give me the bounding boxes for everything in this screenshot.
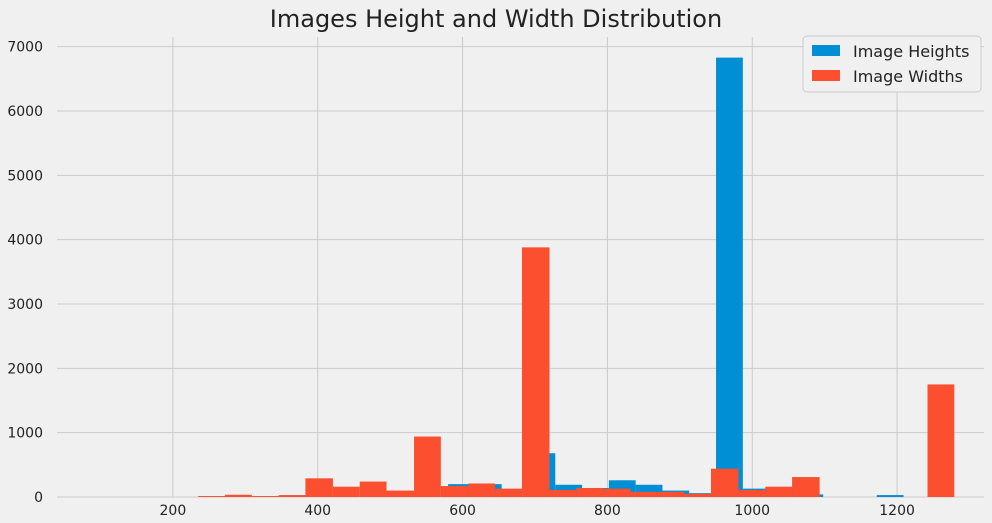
bar-image-widths xyxy=(549,489,577,497)
legend-swatch-image-widths xyxy=(812,70,840,81)
chart-title: Images Height and Width Distribution xyxy=(270,5,722,33)
y-tick-label: 5000 xyxy=(7,168,43,184)
legend-swatch-image-heights xyxy=(812,45,840,56)
bar-image-widths xyxy=(927,384,955,497)
x-tick-label: 200 xyxy=(160,503,187,519)
legend: Image Heights Image Widths xyxy=(802,35,982,93)
bar-image-heights xyxy=(876,495,904,497)
bar-image-widths xyxy=(468,483,496,497)
bar-image-widths xyxy=(359,481,387,497)
legend-box xyxy=(802,35,982,93)
legend-label-image-heights: Image Heights xyxy=(853,42,969,61)
y-tick-label: 4000 xyxy=(7,233,43,249)
y-tick-label: 3000 xyxy=(7,297,43,313)
x-tick-label: 400 xyxy=(304,503,331,519)
bar-image-widths xyxy=(765,486,793,497)
bar-image-widths xyxy=(521,247,550,497)
bar-image-widths xyxy=(386,490,415,497)
x-tick-label: 600 xyxy=(449,503,476,519)
x-tick-label: 800 xyxy=(594,503,621,519)
y-tick-label: 1000 xyxy=(7,426,43,442)
bar-image-widths xyxy=(251,496,279,497)
bar-image-widths xyxy=(792,477,820,497)
bar-image-widths xyxy=(278,495,306,497)
grid-lines xyxy=(57,37,984,498)
bar-image-widths xyxy=(684,493,711,497)
bar-image-widths xyxy=(305,478,333,497)
bar-image-widths xyxy=(710,468,739,497)
bar-image-widths xyxy=(657,491,685,497)
y-tick-label: 2000 xyxy=(7,361,43,377)
bar-image-widths xyxy=(440,486,469,497)
bar-image-widths xyxy=(495,488,522,497)
bar-image-widths xyxy=(738,489,766,497)
bar-image-widths xyxy=(603,488,631,497)
bar-image-widths xyxy=(198,496,226,497)
series-image-widths xyxy=(198,247,955,497)
bar-image-widths xyxy=(576,487,604,497)
bar-image-widths xyxy=(332,486,360,497)
y-tick-label: 6000 xyxy=(7,104,43,120)
y-tick-label: 0 xyxy=(34,490,43,506)
x-tick-labels: 200 400 600 800 1000 1200 xyxy=(160,503,915,519)
bar-image-widths xyxy=(414,436,441,497)
y-tick-labels: 0 1000 2000 3000 4000 5000 6000 7000 xyxy=(7,40,43,506)
bar-image-heights xyxy=(716,57,743,498)
x-tick-label: 1000 xyxy=(734,503,770,519)
y-tick-label: 7000 xyxy=(7,40,43,56)
legend-label-image-widths: Image Widths xyxy=(853,67,963,86)
x-tick-label: 1200 xyxy=(879,503,915,519)
bar-image-widths xyxy=(225,494,252,497)
bar-image-widths xyxy=(630,491,658,497)
